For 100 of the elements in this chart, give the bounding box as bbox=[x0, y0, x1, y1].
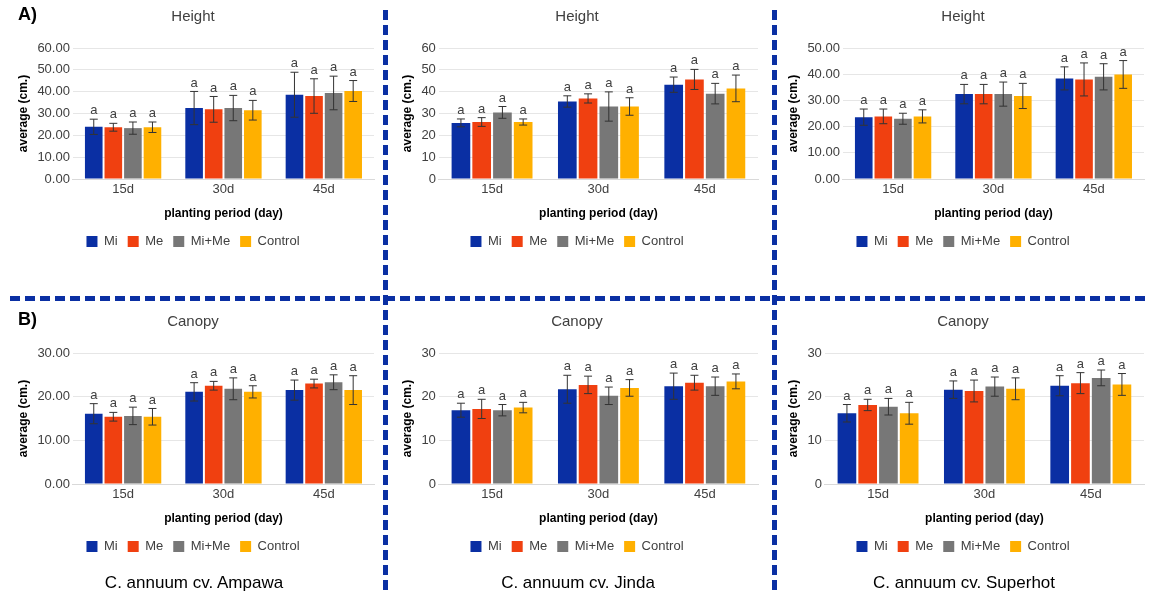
bar bbox=[1075, 79, 1093, 179]
x-axis-title: planting period (day) bbox=[539, 206, 658, 221]
bar bbox=[1014, 95, 1032, 179]
bar bbox=[685, 79, 704, 179]
bar bbox=[472, 122, 492, 179]
y-tick-label: 30.00 bbox=[807, 91, 840, 107]
bar bbox=[1071, 383, 1090, 484]
legend-label: Mi+Me bbox=[574, 233, 615, 249]
data-label: a bbox=[498, 387, 507, 403]
bar bbox=[124, 128, 142, 179]
data-label: a bbox=[949, 364, 958, 380]
bar bbox=[224, 108, 243, 179]
y-axis-title: average (cm.) bbox=[399, 379, 414, 458]
data-label: a bbox=[1097, 353, 1106, 369]
data-label: a bbox=[732, 58, 741, 74]
y-tick-label: 20.00 bbox=[37, 126, 70, 142]
data-label: a bbox=[498, 89, 507, 105]
bar bbox=[104, 416, 123, 484]
data-label: a bbox=[1119, 43, 1128, 59]
data-label: a bbox=[190, 365, 199, 381]
bar bbox=[955, 94, 973, 179]
data-label: a bbox=[563, 78, 572, 94]
data-label: a bbox=[711, 66, 720, 82]
legend-label: Mi bbox=[487, 233, 502, 249]
legend-label: Me bbox=[145, 233, 164, 249]
legend-label: Me bbox=[915, 233, 934, 249]
data-label: a bbox=[229, 78, 238, 94]
bar bbox=[985, 386, 1005, 484]
data-label: a bbox=[884, 381, 893, 397]
y-tick-label: 0.00 bbox=[44, 475, 70, 491]
y-tick-label: 10 bbox=[421, 431, 436, 447]
bar bbox=[557, 101, 577, 179]
data-label: a bbox=[584, 359, 593, 375]
chart-title: Canopy bbox=[167, 312, 220, 330]
data-label: a bbox=[290, 55, 299, 71]
data-label: a bbox=[970, 363, 979, 379]
legend-label: Mi+Me bbox=[574, 538, 615, 554]
chart-title: Canopy bbox=[551, 312, 604, 330]
y-axis-title: average (cm.) bbox=[15, 379, 30, 458]
legend-label: Mi+Me bbox=[960, 233, 1001, 249]
y-axis-title: average (cm.) bbox=[785, 74, 800, 153]
data-label: a bbox=[1011, 360, 1020, 376]
bar bbox=[913, 116, 932, 179]
text: A) bbox=[18, 4, 37, 25]
bar bbox=[513, 407, 533, 484]
legend-label: Mi bbox=[103, 538, 118, 554]
x-tick-label: 30d bbox=[212, 181, 235, 197]
data-label: a bbox=[670, 356, 679, 372]
y-tick-label: 0 bbox=[428, 475, 436, 491]
y-tick-label: 0 bbox=[428, 170, 436, 186]
bar bbox=[854, 117, 873, 179]
x-tick-label: 15d bbox=[481, 486, 503, 502]
bar bbox=[143, 416, 162, 484]
x-tick-label: 45d bbox=[693, 181, 716, 197]
bar bbox=[185, 108, 203, 179]
data-label: a bbox=[605, 370, 614, 386]
data-label: a bbox=[690, 358, 699, 374]
x-tick-label: 30d bbox=[973, 486, 996, 502]
bar bbox=[874, 116, 893, 179]
bar bbox=[204, 109, 223, 179]
bar bbox=[994, 94, 1013, 179]
y-axis-title: average (cm.) bbox=[15, 74, 30, 153]
bar bbox=[899, 413, 919, 484]
data-label: a bbox=[732, 357, 741, 373]
bar bbox=[143, 127, 162, 179]
y-tick-label: 40.00 bbox=[37, 83, 70, 99]
bar bbox=[964, 390, 984, 484]
y-tick-label: 60 bbox=[421, 39, 436, 55]
data-label: a bbox=[991, 360, 1000, 376]
data-label: a bbox=[1080, 46, 1089, 62]
data-label: a bbox=[860, 92, 869, 108]
chart-title: Height bbox=[941, 7, 986, 25]
x-axis-title: planting period (day) bbox=[934, 206, 1053, 221]
bar bbox=[305, 383, 323, 484]
data-label: a bbox=[1076, 355, 1085, 371]
bar bbox=[837, 413, 857, 484]
legend-label: Control bbox=[257, 233, 300, 249]
legend-label: Me bbox=[529, 538, 548, 554]
chart-title: Canopy bbox=[937, 312, 990, 330]
bar bbox=[244, 110, 262, 179]
data-label: a bbox=[210, 79, 219, 95]
bar bbox=[344, 91, 362, 179]
data-label: a bbox=[210, 364, 219, 380]
bar bbox=[578, 98, 598, 179]
data-label: a bbox=[605, 74, 614, 90]
bar bbox=[84, 126, 103, 179]
y-tick-label: 20 bbox=[807, 388, 822, 404]
x-axis-title: planting period (day) bbox=[925, 511, 1044, 526]
data-label: a bbox=[999, 65, 1008, 81]
bar bbox=[1114, 74, 1132, 179]
y-tick-label: 30.00 bbox=[37, 105, 70, 121]
y-tick-label: 20.00 bbox=[807, 118, 840, 134]
y-tick-label: 50.00 bbox=[807, 39, 840, 55]
bar bbox=[1094, 76, 1113, 179]
bar bbox=[224, 388, 243, 484]
bar bbox=[493, 410, 512, 484]
y-tick-label: 20 bbox=[421, 388, 436, 404]
legend-label: Me bbox=[145, 538, 164, 554]
data-label: a bbox=[349, 63, 358, 79]
x-axis-title: planting period (day) bbox=[164, 511, 283, 526]
